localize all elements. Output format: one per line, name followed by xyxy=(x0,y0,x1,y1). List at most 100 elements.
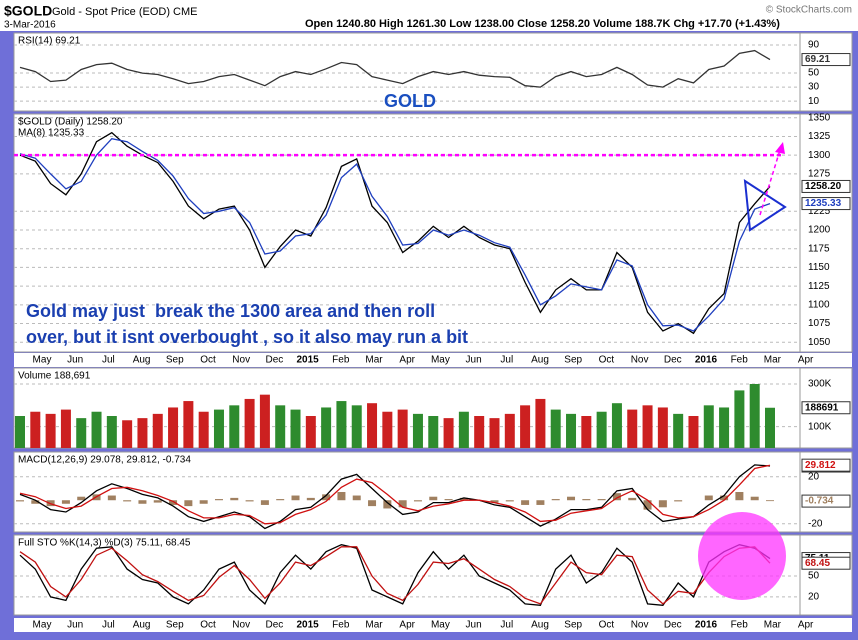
histogram-bar xyxy=(383,500,392,509)
axis-panel xyxy=(799,534,853,616)
volume-bar xyxy=(749,384,760,448)
histogram-bar xyxy=(735,492,744,501)
y-tick-label: 10 xyxy=(808,96,820,107)
volume-bar xyxy=(382,411,393,448)
volume-bar xyxy=(137,418,148,448)
volume-bar xyxy=(305,416,316,448)
volume-bar xyxy=(611,403,622,448)
value-box xyxy=(801,494,851,508)
axis-bg xyxy=(14,618,852,632)
volume-bar xyxy=(504,413,515,448)
x-tick-label: May xyxy=(33,620,52,631)
y-tick-label: 1350 xyxy=(808,112,831,123)
x-tick-label: Sep xyxy=(166,355,184,366)
y-tick-label: 1175 xyxy=(808,243,830,254)
x-tick-label: Oct xyxy=(200,620,216,631)
y-tick-label: 1100 xyxy=(808,299,830,310)
histogram-bar xyxy=(597,499,606,501)
x-tick-label: Oct xyxy=(599,355,615,366)
x-tick-label: Nov xyxy=(232,620,250,631)
y-tick-label: -20 xyxy=(808,518,823,529)
x-tick-label: Jun xyxy=(466,355,482,366)
x-tick-label: Dec xyxy=(266,620,284,631)
x-tick-label: Sep xyxy=(564,620,582,631)
volume-bar xyxy=(535,398,546,448)
series-line xyxy=(19,464,771,525)
histogram-bar xyxy=(107,495,116,501)
x-tick-label: 2015 xyxy=(296,620,319,631)
x-tick-label: Nov xyxy=(631,355,649,366)
y-tick-label: 20 xyxy=(808,471,820,482)
value-box xyxy=(801,556,851,570)
histogram-bar xyxy=(77,496,86,501)
y-tick-label: 1075 xyxy=(808,318,831,329)
annotation: over, but it isnt overbought , so it als… xyxy=(26,327,468,347)
histogram-bar xyxy=(16,500,24,502)
volume-bar xyxy=(229,405,240,448)
x-tick-label: Oct xyxy=(200,355,216,366)
y-tick-label: 20 xyxy=(808,592,820,603)
x-tick-label: Dec xyxy=(664,620,682,631)
panel xyxy=(13,32,801,112)
value-box xyxy=(801,401,851,415)
volume-bar xyxy=(30,411,41,448)
x-tick-label: Aug xyxy=(133,620,151,631)
volume-bar xyxy=(91,411,102,448)
y-tick-label: 1275 xyxy=(808,169,831,180)
x-tick-label: Jul xyxy=(500,620,513,631)
histogram-bar xyxy=(230,497,239,501)
x-tick-label: Apr xyxy=(399,355,415,366)
volume-bar xyxy=(458,411,469,448)
triangle-pattern xyxy=(743,179,787,232)
axis-panel xyxy=(799,113,853,353)
histogram-bar xyxy=(505,500,514,502)
x-tick-label: Aug xyxy=(133,355,151,366)
volume-bar xyxy=(474,416,485,448)
x-tick-label: Feb xyxy=(332,355,350,366)
histogram-bar xyxy=(322,494,331,501)
histogram-bar xyxy=(444,499,453,501)
legend-text: Full STO %K(14,3) %D(3) 75.11, 68.45 xyxy=(18,538,191,549)
x-tick-label: Nov xyxy=(232,355,250,366)
x-tick-label: Dec xyxy=(266,355,284,366)
x-tick-label: Nov xyxy=(631,620,649,631)
volume-bar xyxy=(443,418,454,448)
x-tick-label: Apr xyxy=(798,620,814,631)
volume-bar xyxy=(259,394,270,448)
x-tick-label: Apr xyxy=(399,620,415,631)
x-tick-label: May xyxy=(33,355,52,366)
histogram-bar xyxy=(123,500,132,502)
axis-panel xyxy=(799,32,853,112)
volume-bar xyxy=(183,401,194,448)
volume-bar xyxy=(673,413,684,448)
header-bg xyxy=(0,0,858,31)
histogram-bar xyxy=(276,499,285,501)
y-tick-label: 1325 xyxy=(808,131,831,142)
value-label: 29.812 xyxy=(805,460,836,471)
volume-bar xyxy=(367,403,378,448)
volume-bar xyxy=(489,418,500,448)
volume-bar xyxy=(397,409,408,448)
y-tick-label: 50 xyxy=(808,571,820,582)
value-box xyxy=(801,458,851,472)
volume-bar xyxy=(412,413,423,448)
series-line xyxy=(19,464,771,530)
histogram-bar xyxy=(766,500,774,502)
x-tick-label: Mar xyxy=(764,355,782,366)
histogram-bar xyxy=(536,500,545,505)
histogram-bar xyxy=(429,496,438,501)
x-tick-label: Aug xyxy=(531,355,549,366)
annotation: Gold may just break the 1300 area and th… xyxy=(26,301,435,321)
histogram-bar xyxy=(306,497,315,501)
x-tick-label: 2016 xyxy=(695,355,718,366)
histogram-bar xyxy=(337,492,346,501)
description: Gold - Spot Price (EOD) CME xyxy=(52,6,197,18)
volume-bar xyxy=(765,407,775,448)
legend-text: RSI(14) 69.21 xyxy=(18,36,81,47)
x-tick-label: May xyxy=(431,355,450,366)
x-tick-label: Sep xyxy=(564,355,582,366)
histogram-bar xyxy=(138,500,147,504)
quote: Open 1240.80 High 1261.30 Low 1238.00 Cl… xyxy=(305,18,780,30)
volume-bar xyxy=(76,418,87,448)
